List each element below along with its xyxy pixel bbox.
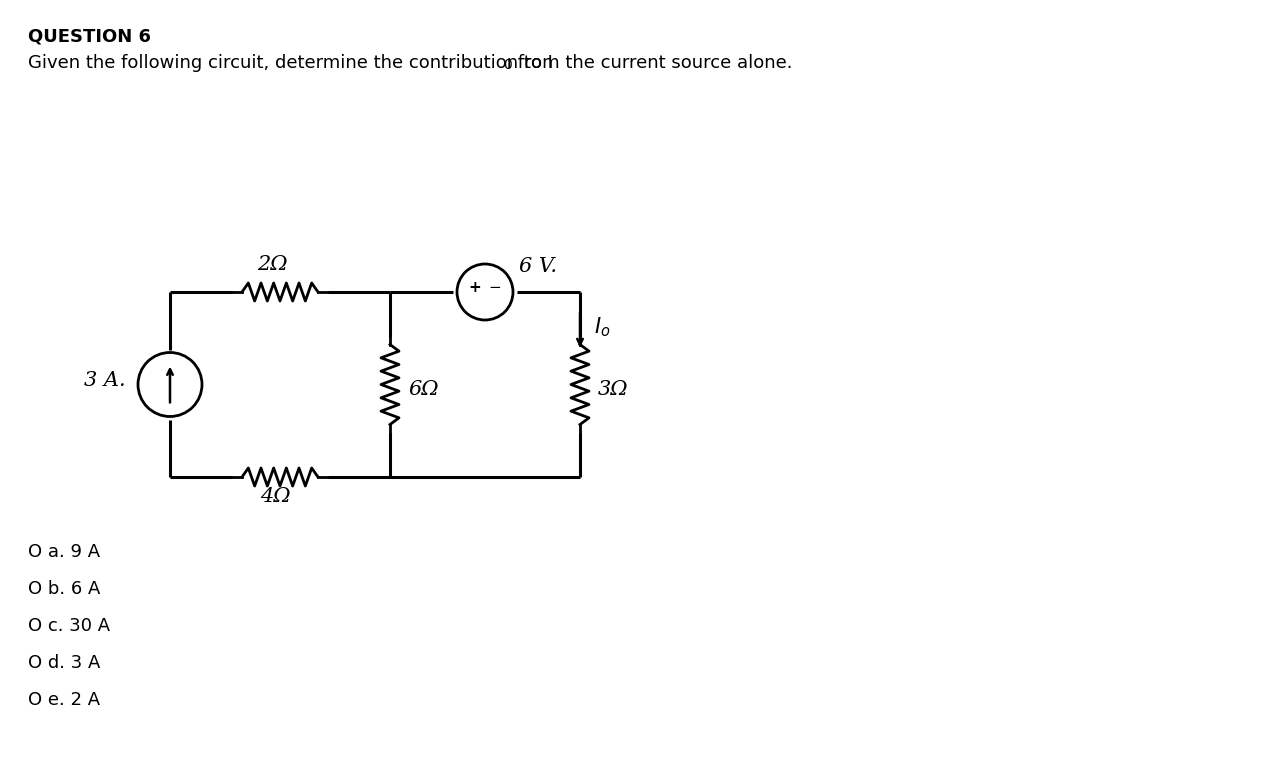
- Text: 3 A.: 3 A.: [84, 371, 126, 390]
- Text: from the current source alone.: from the current source alone.: [512, 54, 792, 72]
- Text: 6 V.: 6 V.: [519, 256, 558, 275]
- Text: O c. 30 A: O c. 30 A: [28, 617, 110, 635]
- Text: O a. 9 A: O a. 9 A: [28, 543, 100, 561]
- Text: $I_o$: $I_o$: [595, 315, 610, 339]
- Text: O b. 6 A: O b. 6 A: [28, 580, 101, 598]
- Text: 0: 0: [503, 58, 512, 72]
- Text: −: −: [489, 281, 501, 296]
- Text: 6Ω: 6Ω: [408, 380, 439, 399]
- Text: O d. 3 A: O d. 3 A: [28, 654, 101, 672]
- Text: 4Ω: 4Ω: [260, 487, 290, 506]
- Ellipse shape: [457, 264, 513, 320]
- Text: QUESTION 6: QUESTION 6: [28, 27, 151, 45]
- Text: O e. 2 A: O e. 2 A: [28, 691, 100, 709]
- Text: +: +: [468, 281, 481, 296]
- Text: 2Ω: 2Ω: [256, 255, 287, 274]
- Ellipse shape: [138, 353, 202, 417]
- Text: 3Ω: 3Ω: [598, 380, 629, 399]
- Text: Given the following circuit, determine the contribution to I: Given the following circuit, determine t…: [28, 54, 553, 72]
